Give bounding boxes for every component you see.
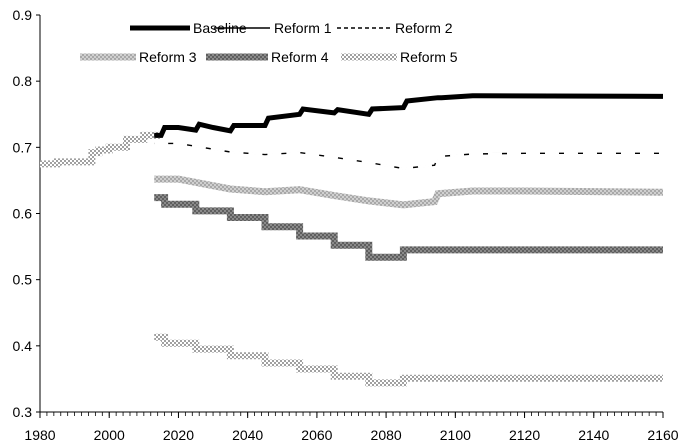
axes: 1980 2000 2020 2040 2060 2080 2100 2120 2140 2160… xyxy=(13,7,678,443)
series-line-reform-5 xyxy=(154,333,663,387)
x-tick-label: 2080 xyxy=(371,427,402,443)
legend-label-reform-4: Reform 4 xyxy=(271,49,329,65)
legend-label-reform-5: Reform 5 xyxy=(400,49,458,65)
series-line-reform-3 xyxy=(154,175,664,209)
legend-label-reform-2: Reform 2 xyxy=(395,20,453,36)
y-tick-label: 0.8 xyxy=(13,73,33,89)
x-tick-label: 2000 xyxy=(94,427,125,443)
y-tick-label: 0.9 xyxy=(13,7,33,23)
x-tick-label: 2040 xyxy=(232,427,263,443)
x-tick-label: 2020 xyxy=(163,427,194,443)
y-tick-label: 0.7 xyxy=(13,139,33,155)
y-tick-label: 0.6 xyxy=(13,206,33,222)
y-ticks: 0.3 0.4 0.5 0.6 0.7 0.8 0.9 xyxy=(13,7,40,420)
x-tick-label: 2120 xyxy=(509,427,540,443)
legend-label-reform-3: Reform 3 xyxy=(139,49,197,65)
series-line-baseline xyxy=(154,93,664,138)
y-tick-label: 0.5 xyxy=(13,272,33,288)
y-tick-label: 0.3 xyxy=(13,404,33,420)
legend-label-reform-1: Reform 1 xyxy=(274,20,332,36)
series-lines xyxy=(40,93,664,387)
x-minor-ticks xyxy=(39,412,664,416)
x-tick-label: 2060 xyxy=(301,427,332,443)
series-line-reform-4 xyxy=(154,194,663,261)
y-tick-label: 0.4 xyxy=(13,338,33,354)
x-tick-label: 2100 xyxy=(440,427,471,443)
x-ticks: 1980 2000 2020 2040 2060 2080 2100 2120 2140 2160 xyxy=(24,412,678,443)
x-tick-label: 2140 xyxy=(578,427,609,443)
x-tick-label: 2160 xyxy=(647,427,678,443)
series-line-historical xyxy=(40,131,162,168)
series-line-reform-2 xyxy=(154,142,663,170)
x-tick-label: 1980 xyxy=(24,427,55,443)
series-line-reform-1 xyxy=(154,142,663,170)
